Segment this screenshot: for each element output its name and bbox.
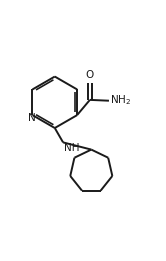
Text: NH$_2$: NH$_2$ xyxy=(110,94,131,108)
Text: N: N xyxy=(28,113,36,123)
Text: NH: NH xyxy=(64,143,79,153)
Text: O: O xyxy=(86,70,94,80)
